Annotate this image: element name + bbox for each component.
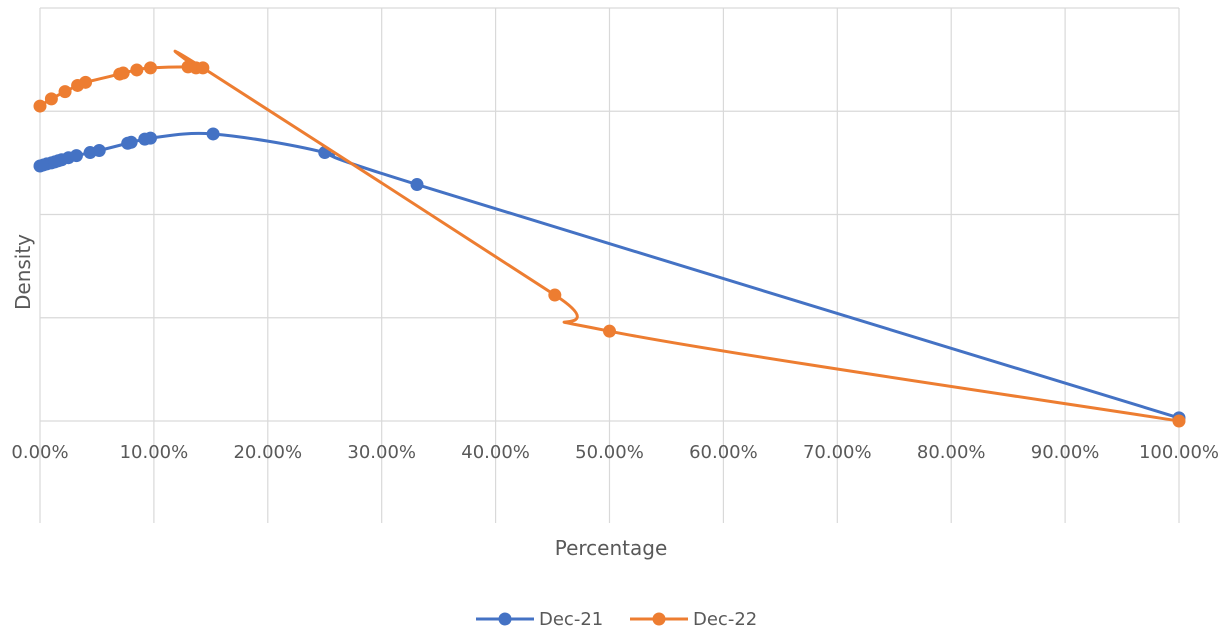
data-point-dec-21 xyxy=(410,178,424,192)
data-point-dec-22 xyxy=(196,61,210,75)
legend-item-dec-22: Dec-22 xyxy=(630,609,757,630)
x-tick-label: 0.00% xyxy=(11,442,68,463)
data-point-dec-22 xyxy=(58,85,72,99)
data-point-dec-22 xyxy=(548,288,562,302)
legend-item-dec-21: Dec-21 xyxy=(476,609,603,630)
x-tick-label: 20.00% xyxy=(233,442,302,463)
data-point-dec-22 xyxy=(33,99,47,113)
x-tick-label: 100.00% xyxy=(1139,442,1219,463)
data-point-dec-22 xyxy=(44,92,58,106)
y-axis-title: Density xyxy=(11,234,35,310)
series-dec-22 xyxy=(33,49,1186,428)
data-point-dec-22 xyxy=(116,66,130,80)
x-tick-label: 90.00% xyxy=(1031,442,1100,463)
x-tick-label: 60.00% xyxy=(689,442,758,463)
grid-layer xyxy=(39,7,1180,523)
data-point-dec-22 xyxy=(603,324,616,338)
legend-marker-icon xyxy=(652,612,666,626)
x-tick-label: 40.00% xyxy=(461,442,530,463)
legend: Dec-21 Dec-22 xyxy=(476,609,757,630)
data-point-dec-22 xyxy=(130,63,144,77)
series-layer xyxy=(33,49,1186,428)
data-point-dec-21 xyxy=(206,127,220,141)
data-point-dec-22 xyxy=(79,75,93,89)
data-point-dec-21 xyxy=(124,135,138,149)
x-tick-label: 50.00% xyxy=(575,442,644,463)
legend-label: Dec-22 xyxy=(693,609,757,630)
data-point-dec-21 xyxy=(92,143,106,157)
x-tick-label: 10.00% xyxy=(120,442,189,463)
data-point-dec-21 xyxy=(69,149,83,163)
legend-marker-icon xyxy=(498,612,512,626)
x-tick-label: 30.00% xyxy=(347,442,416,463)
x-tick-label: 80.00% xyxy=(917,442,986,463)
x-tick-label: 70.00% xyxy=(803,442,872,463)
data-point-dec-21 xyxy=(143,131,157,145)
legend-label: Dec-21 xyxy=(539,609,603,630)
tick-layer: 0.00% 10.00% 20.00% 30.00% 40.00% 50.00% 60.00… xyxy=(11,442,1219,463)
data-point-dec-22 xyxy=(143,61,157,75)
x-axis-title: Percentage xyxy=(555,536,668,560)
data-point-dec-22 xyxy=(1172,414,1186,428)
